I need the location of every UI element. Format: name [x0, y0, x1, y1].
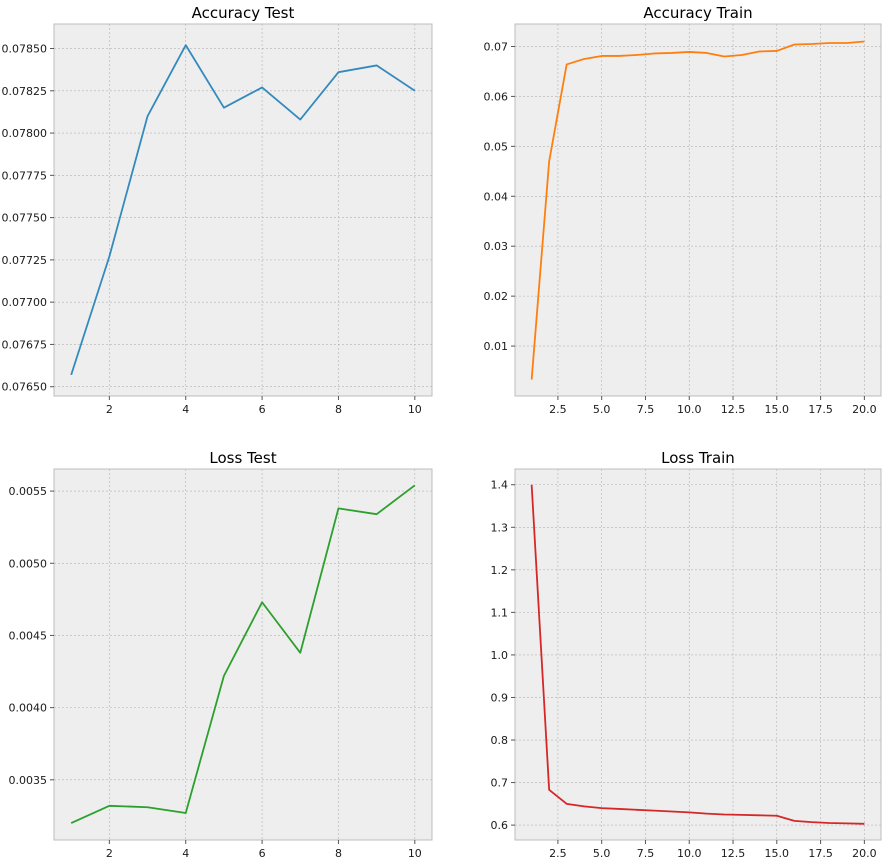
x-tick-label: 15.0 [765, 403, 790, 416]
y-tick-label: 0.6 [491, 819, 509, 832]
x-tick-label: 17.5 [808, 847, 833, 860]
y-tick-label: 0.02 [484, 290, 509, 303]
plot-area [54, 24, 432, 396]
x-tick-label: 2 [106, 847, 113, 860]
y-tick-label: 0.0040 [9, 702, 48, 715]
subplot-accuracy-train: 2.5 5.0 7.5 10.0 12.5 15.0 17.5 20.0 0.01 0.02 0.0… [484, 4, 882, 416]
y-tick-label: 0.07700 [2, 296, 48, 309]
y-tick-label: 0.07 [484, 40, 509, 53]
chart-title: Accuracy Test [192, 4, 295, 22]
y-tick-label: 0.05 [484, 140, 509, 153]
y-tick-label: 0.0035 [9, 774, 48, 787]
y-tick-label: 0.04 [484, 190, 509, 203]
x-tick-label: 4 [182, 847, 189, 860]
y-tick-label: 1.1 [491, 606, 509, 619]
y-tick-label: 0.0045 [9, 629, 48, 642]
y-tick-label: 0.01 [484, 340, 509, 353]
y-tick-label: 1.4 [491, 479, 509, 492]
x-tick-label: 8 [335, 403, 342, 416]
y-tick-label: 0.7 [491, 777, 509, 790]
x-tick-label: 2.5 [549, 847, 567, 860]
y-tick-label: 0.8 [491, 734, 509, 747]
y-tick-label: 0.07675 [2, 338, 48, 351]
x-tick-label: 2 [106, 403, 113, 416]
x-tick-label: 10.0 [677, 847, 702, 860]
x-tick-label: 4 [182, 403, 189, 416]
y-tick-label: 0.06 [484, 90, 509, 103]
y-tick-label: 0.07800 [2, 127, 48, 140]
plot-area [515, 24, 881, 396]
x-tick-label: 12.5 [721, 847, 746, 860]
plot-area [515, 469, 881, 840]
y-tick-label: 0.07775 [2, 169, 48, 182]
chart-title: Accuracy Train [643, 4, 752, 22]
y-tick-label: 0.07650 [2, 381, 48, 394]
x-tick-label: 8 [335, 847, 342, 860]
chart-title: Loss Test [209, 449, 276, 467]
x-tick-label: 17.5 [808, 403, 833, 416]
subplot-loss-train: 2.5 5.0 7.5 10.0 12.5 15.0 17.5 20.0 0.6 0.7 0.8 0.… [491, 449, 882, 860]
x-tick-label: 2.5 [549, 403, 567, 416]
x-tick-label: 10 [408, 403, 422, 416]
y-tick-label: 0.07850 [2, 43, 48, 56]
x-tick-label: 10 [408, 847, 422, 860]
x-tick-label: 10.0 [677, 403, 702, 416]
y-tick-label: 1.2 [491, 564, 509, 577]
y-tick-label: 0.07825 [2, 85, 48, 98]
chart-title: Loss Train [661, 449, 735, 467]
y-tick-label: 0.03 [484, 240, 509, 253]
subplot-accuracy-test: 2 4 6 8 10 0.07650 0.07675 0.07700 0.07725 0.0775… [2, 4, 433, 416]
plot-area [54, 469, 432, 840]
y-tick-label: 0.0050 [9, 557, 48, 570]
y-tick-label: 1.0 [491, 649, 509, 662]
x-tick-label: 15.0 [765, 847, 790, 860]
y-tick-label: 1.3 [491, 521, 509, 534]
subplot-loss-test: 2 4 6 8 10 0.0035 0.0040 0.0045 0.0050 0.0055 Loss… [9, 449, 433, 860]
y-tick-label: 0.07725 [2, 254, 48, 267]
y-tick-label: 0.07750 [2, 212, 48, 225]
x-tick-label: 20.0 [852, 403, 877, 416]
x-tick-label: 6 [259, 403, 266, 416]
x-tick-label: 5.0 [593, 403, 611, 416]
y-tick-label: 0.0055 [9, 485, 48, 498]
x-tick-label: 5.0 [593, 847, 611, 860]
x-tick-label: 12.5 [721, 403, 746, 416]
x-tick-label: 7.5 [637, 403, 655, 416]
y-tick-label: 0.9 [491, 691, 509, 704]
x-tick-label: 6 [259, 847, 266, 860]
x-tick-label: 7.5 [637, 847, 655, 860]
x-tick-label: 20.0 [852, 847, 877, 860]
